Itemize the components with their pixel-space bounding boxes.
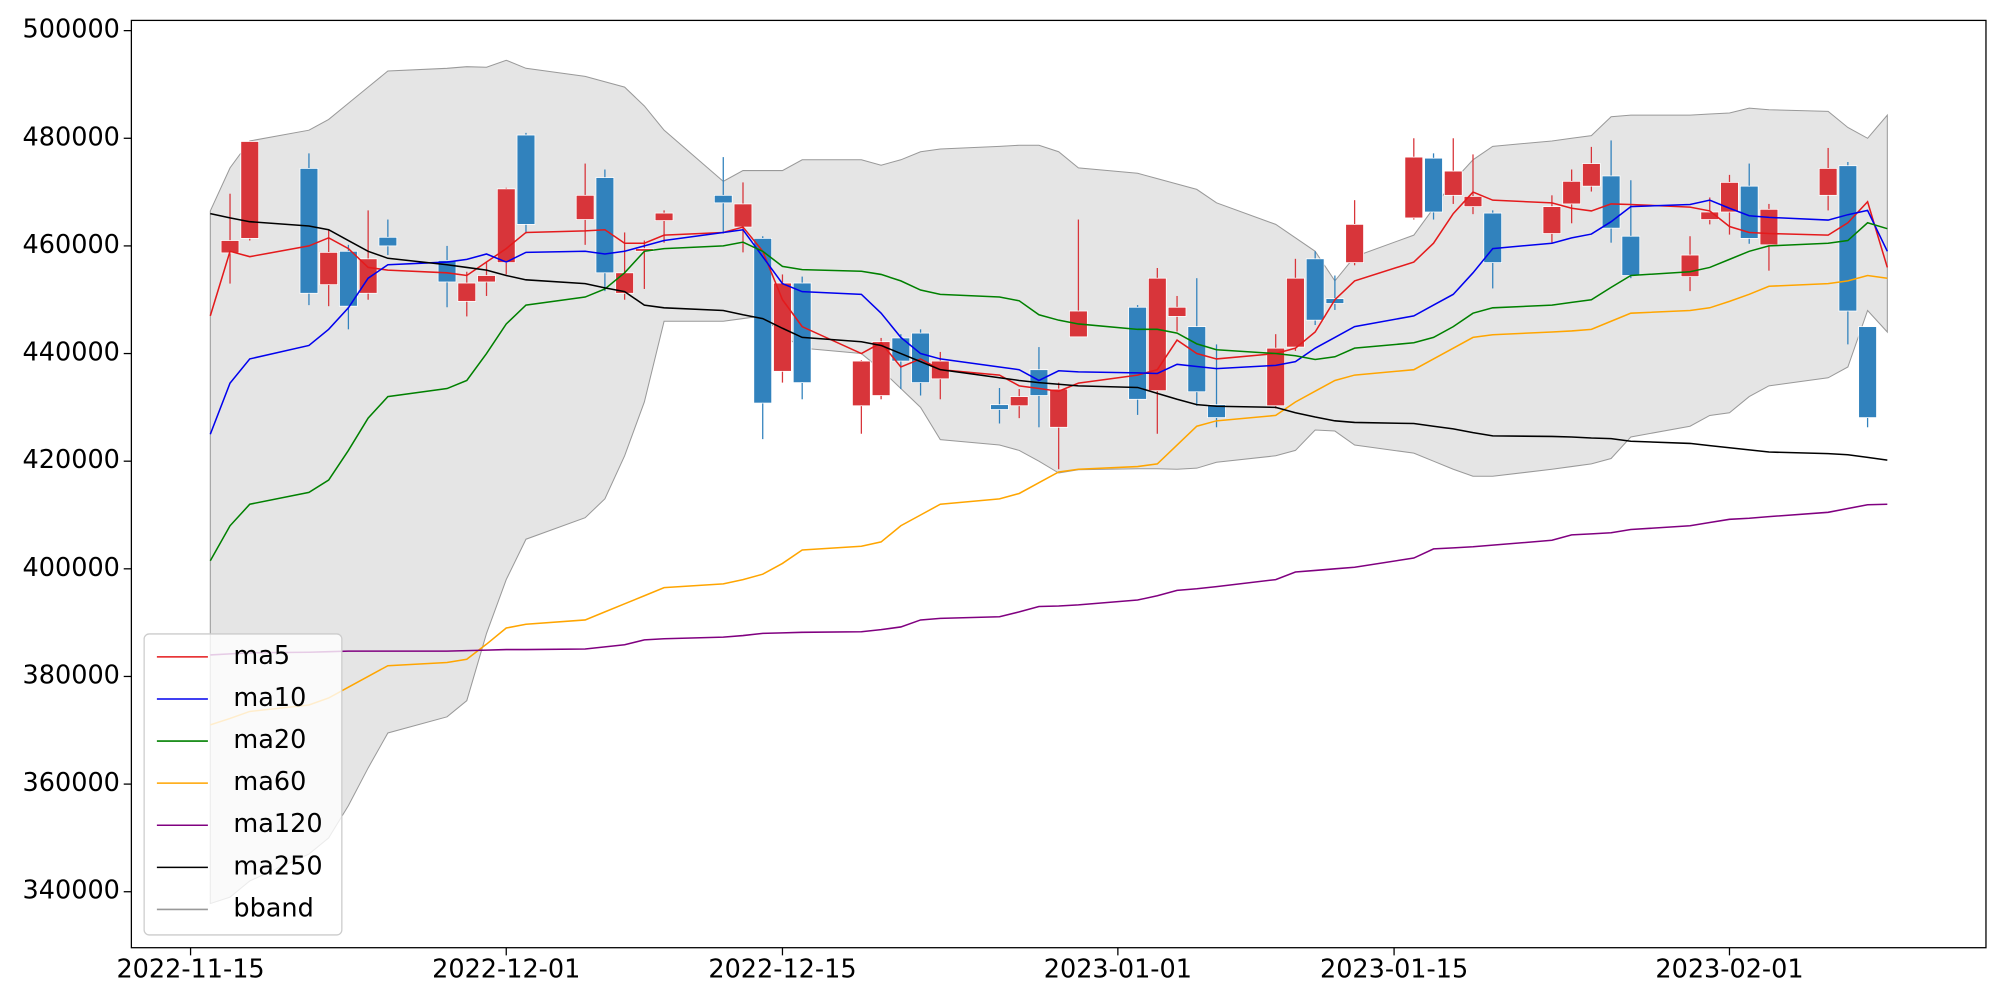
x-tick-label: 2023-01-01	[1044, 955, 1192, 985]
candle-body	[1680, 254, 1700, 277]
candle-body	[477, 275, 496, 283]
candle-body	[713, 194, 733, 204]
candle-body	[753, 237, 773, 404]
candle-body	[1562, 180, 1581, 205]
legend-label: ma10	[233, 683, 306, 713]
plot-frame	[130, 19, 1987, 949]
candle-body	[1621, 235, 1641, 276]
ma-line	[209, 191, 1889, 393]
candle-body	[911, 332, 930, 383]
y-tick-label: 380000	[23, 660, 120, 690]
candle-body	[1404, 156, 1424, 219]
legend-box	[143, 633, 343, 936]
ma-line	[209, 199, 1889, 435]
legend-label: ma250	[233, 851, 322, 881]
candle-body	[1582, 163, 1601, 187]
legend-label: ma120	[233, 809, 322, 839]
candle-body	[1443, 170, 1463, 196]
candle-body	[1207, 404, 1226, 418]
candle-body	[240, 141, 260, 239]
candle-body	[1818, 168, 1838, 196]
candle-body	[339, 250, 358, 307]
y-tick-label: 460000	[23, 230, 120, 260]
candle-body	[1720, 182, 1739, 213]
x-tick-label: 2023-01-15	[1320, 955, 1468, 985]
y-tick-label: 420000	[23, 445, 120, 475]
y-tick-label: 440000	[23, 338, 120, 368]
candle-body	[595, 177, 615, 274]
candle-body	[1424, 157, 1443, 213]
candle-body	[733, 203, 753, 228]
candle-body	[575, 194, 595, 220]
candle-body	[1128, 306, 1147, 400]
candle-body	[1542, 206, 1562, 234]
candle-body	[516, 134, 536, 225]
candle-body	[378, 236, 398, 247]
legend: ma5 ma10 ma20 ma60 ma120 ma250 bband	[143, 633, 343, 936]
candle-body	[1286, 277, 1305, 348]
candle-body	[871, 341, 891, 396]
candle-body	[1759, 208, 1779, 246]
candle-body	[1187, 326, 1207, 393]
candle-body	[1049, 388, 1068, 428]
legend-label: ma60	[233, 767, 306, 797]
candle-body	[1345, 223, 1364, 263]
ma-line	[210, 274, 1888, 726]
x-tick-label: 2022-11-15	[116, 955, 264, 985]
y-tick-label: 340000	[23, 876, 120, 906]
ma-line	[210, 212, 1888, 461]
candle-body	[1601, 175, 1621, 229]
y-tick-label: 360000	[23, 768, 120, 798]
legend-label: bband	[233, 893, 313, 923]
y-tick-label: 480000	[23, 122, 120, 152]
x-tick-label: 2022-12-15	[708, 955, 856, 985]
candle-body	[1858, 326, 1877, 418]
y-tick-label: 500000	[23, 15, 120, 45]
legend-label: ma20	[233, 725, 306, 755]
candle-body	[852, 360, 871, 407]
candle-body	[773, 282, 792, 372]
bband-area	[209, 59, 1888, 905]
candle-body	[1838, 165, 1858, 312]
legend-label: ma5	[233, 641, 290, 671]
candle-body	[891, 337, 911, 362]
ma-line	[209, 221, 1888, 562]
x-tick-label: 2022-12-01	[432, 955, 580, 985]
candle-body	[1167, 306, 1187, 317]
candle-body	[654, 212, 674, 221]
candle-body	[1009, 396, 1029, 407]
candle-body	[990, 404, 1009, 410]
ma-line	[210, 503, 1888, 656]
candle-body	[457, 282, 477, 302]
x-tick-label: 2023-02-01	[1655, 955, 1803, 985]
y-tick-label: 400000	[23, 553, 120, 583]
candle-body	[792, 282, 812, 383]
candle-body	[1266, 347, 1286, 407]
candle-body	[496, 188, 516, 263]
candle-body	[299, 168, 319, 294]
candle-body	[1483, 212, 1503, 263]
candle-body	[319, 251, 338, 286]
candle-body	[1305, 258, 1325, 321]
candle-body	[1700, 211, 1720, 220]
